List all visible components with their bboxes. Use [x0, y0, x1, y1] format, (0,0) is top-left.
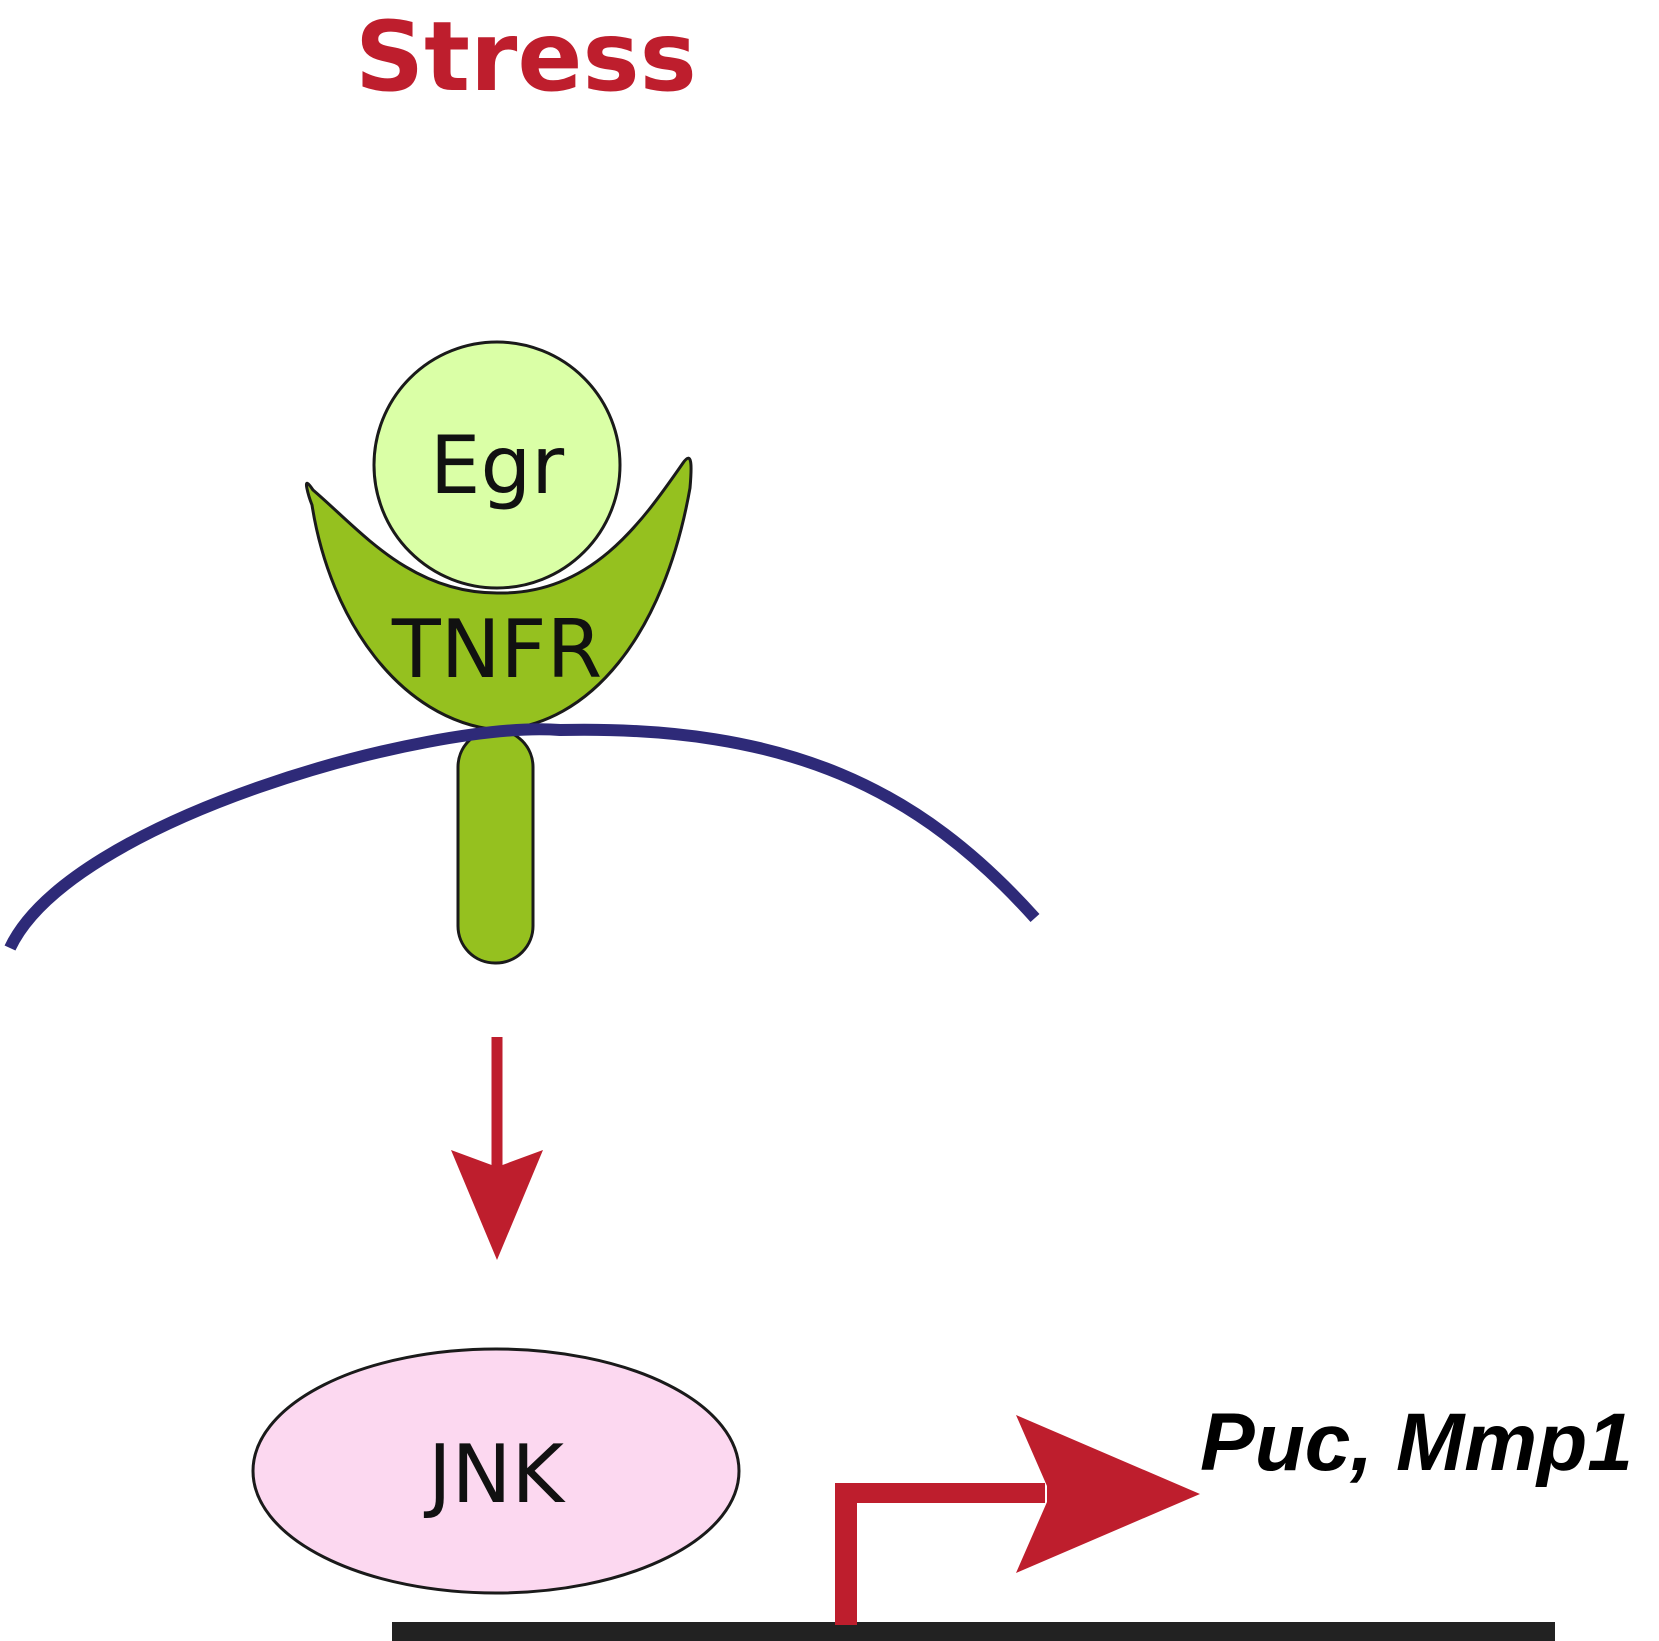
activation-arrow	[451, 1037, 543, 1260]
target-genes-label: Puc, Mmp1	[1200, 1397, 1633, 1488]
egr-label: Egr	[430, 419, 564, 512]
cell-membrane	[4, 723, 1040, 951]
tnfr-stalk	[456, 728, 535, 965]
jnk-kinase	[251, 1347, 741, 1595]
jnk-label: JNK	[423, 1428, 566, 1521]
transcription-arrow	[835, 1415, 1200, 1625]
stress-label: Stress	[355, 1, 697, 113]
tnfr-receptor	[304, 456, 693, 732]
dna-strand	[392, 1622, 1555, 1641]
egr-ligand	[372, 340, 622, 590]
tnfr-label: TNFR	[391, 603, 602, 696]
